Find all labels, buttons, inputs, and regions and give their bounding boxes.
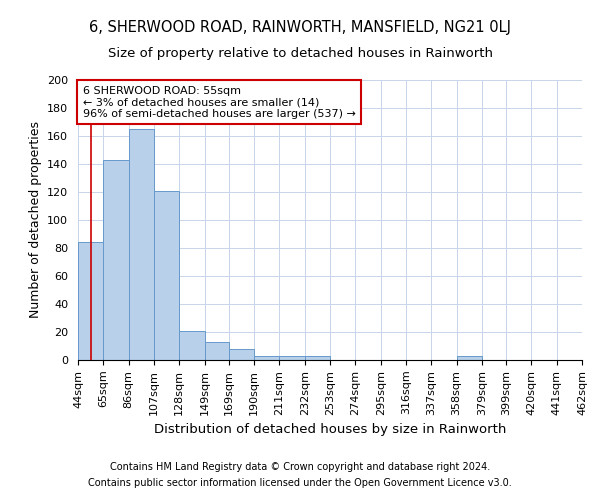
Bar [179,330,205,360]
Text: Contains HM Land Registry data © Crown copyright and database right 2024.: Contains HM Land Registry data © Crown c… [110,462,490,472]
Bar [103,160,128,360]
Text: Size of property relative to detached houses in Rainworth: Size of property relative to detached ho… [107,48,493,60]
Bar [457,356,482,360]
Bar [254,356,280,360]
Bar [305,356,330,360]
Bar [78,242,103,360]
Text: 6 SHERWOOD ROAD: 55sqm
← 3% of detached houses are smaller (14)
96% of semi-deta: 6 SHERWOOD ROAD: 55sqm ← 3% of detached … [83,86,356,119]
Bar [128,129,154,360]
Text: 6, SHERWOOD ROAD, RAINWORTH, MANSFIELD, NG21 0LJ: 6, SHERWOOD ROAD, RAINWORTH, MANSFIELD, … [89,20,511,35]
Bar [280,356,305,360]
Bar [229,349,254,360]
Bar [205,342,229,360]
Text: Contains public sector information licensed under the Open Government Licence v3: Contains public sector information licen… [88,478,512,488]
Bar [154,190,179,360]
X-axis label: Distribution of detached houses by size in Rainworth: Distribution of detached houses by size … [154,423,506,436]
Y-axis label: Number of detached properties: Number of detached properties [29,122,41,318]
